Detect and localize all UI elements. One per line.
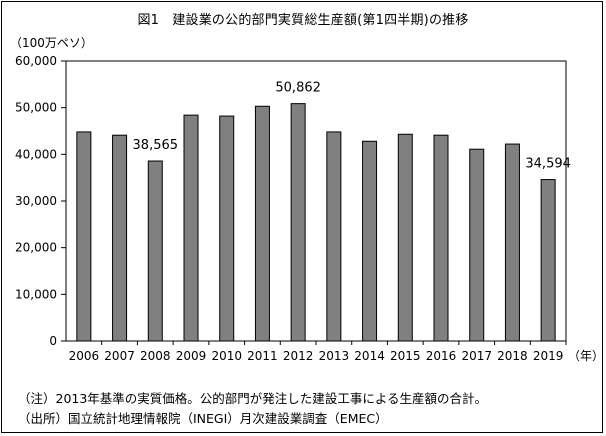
x-tick-label: 2009	[176, 349, 207, 363]
bar-2011	[254, 105, 270, 342]
bar-2019	[540, 179, 556, 342]
bar-2015	[397, 133, 413, 342]
bar-2006	[76, 131, 92, 342]
x-tick-label: 2008	[140, 349, 171, 363]
x-tick-label: 2013	[319, 349, 350, 363]
bar-2016	[433, 134, 449, 342]
plot-area	[65, 60, 567, 342]
x-tick-label: 2019	[533, 349, 564, 363]
data-label-2012: 50,862	[275, 81, 321, 96]
y-axis-unit-label: （100万ペソ）	[10, 36, 93, 50]
bar-2009	[183, 114, 199, 342]
data-label-2008: 38,565	[133, 138, 179, 153]
chart-title: 図1 建設業の公的部門実質総生産額(第1四半期)の推移	[137, 13, 469, 28]
bar-2013	[326, 131, 342, 342]
y-tick-label: 20,000	[15, 241, 57, 255]
y-tick-label: 50,000	[15, 101, 57, 115]
y-tick-label: 40,000	[15, 147, 57, 161]
x-tick-label: 2018	[497, 349, 528, 363]
footnote-note: （注）2013年基準の実質価格。公的部門が発注した建設工事による生産額の合計。	[18, 391, 487, 406]
data-label-2019: 34,594	[525, 157, 571, 172]
y-tick-label: 0	[49, 334, 57, 348]
x-tick-label: 2006	[69, 349, 100, 363]
footnote-source: （出所）国立統計地理情報院（INEGI）月次建設業調査（EMEC）	[18, 411, 388, 426]
x-tick-label: 2015	[390, 349, 421, 363]
bar-2018	[504, 143, 520, 342]
bar-2012	[290, 103, 306, 342]
x-tick-label: 2012	[283, 349, 314, 363]
y-tick-label: 60,000	[15, 54, 57, 68]
y-tick-label: 30,000	[15, 194, 57, 208]
x-tick-label: 2007	[104, 349, 135, 363]
y-tick-label: 10,000	[15, 287, 57, 301]
bar-2017	[469, 148, 485, 342]
x-tick-label: 2014	[354, 349, 385, 363]
x-tick-label: 2010	[211, 349, 242, 363]
bar-2014	[362, 140, 378, 342]
x-tick-label: 2016	[426, 349, 457, 363]
x-axis-label: （年）	[568, 349, 604, 363]
x-tick-label: 2011	[247, 349, 278, 363]
bar-2007	[112, 134, 128, 342]
x-tick-label: 2017	[461, 349, 492, 363]
bar-2008	[147, 160, 163, 342]
bar-2010	[219, 115, 235, 342]
